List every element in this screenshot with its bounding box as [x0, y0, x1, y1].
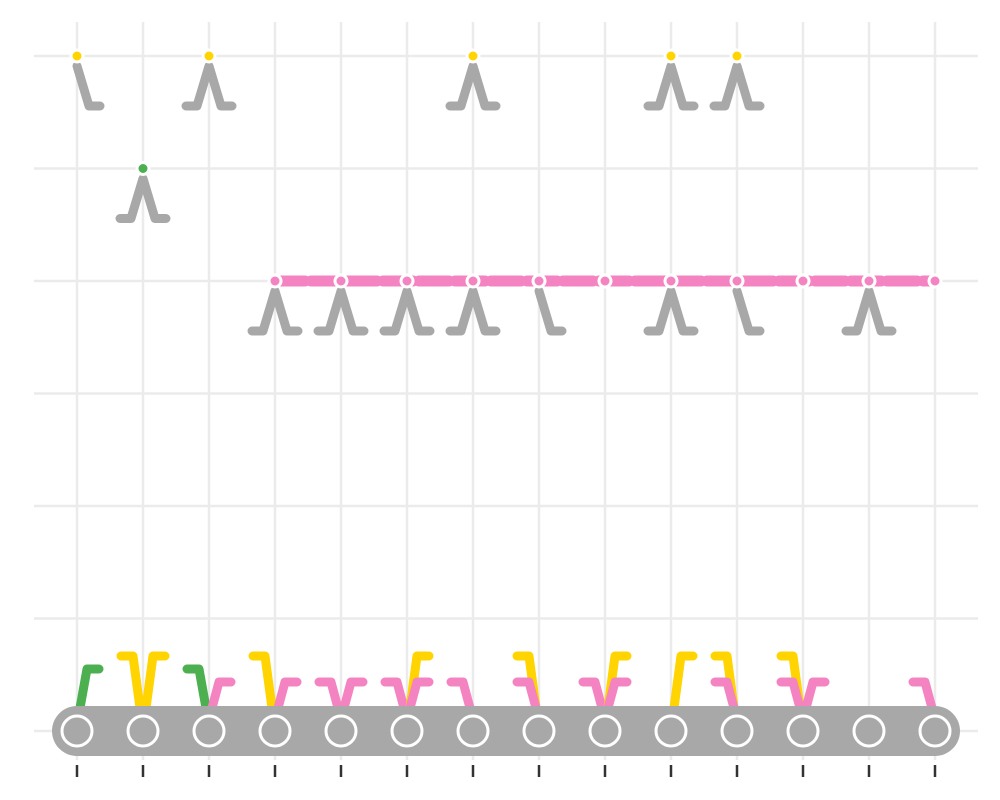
connector-pink	[405, 677, 434, 713]
node-stem	[841, 286, 897, 336]
node-stem	[115, 174, 171, 223]
track-node	[258, 714, 292, 748]
connector-pink	[380, 677, 409, 713]
bottom-connectors	[75, 651, 937, 713]
track-node	[390, 714, 424, 748]
node-dot-pink	[465, 273, 481, 289]
connector-pink	[273, 677, 302, 713]
connector-pink	[801, 677, 830, 713]
connector-yellow	[248, 651, 277, 713]
track-node	[720, 714, 754, 748]
track-node	[324, 714, 358, 748]
connector-yellow	[669, 651, 698, 713]
node-stem	[445, 286, 501, 336]
track-node	[918, 714, 952, 748]
node-stem	[181, 61, 237, 111]
track-node	[60, 714, 94, 748]
grid	[34, 22, 978, 760]
node-dot-yellow	[201, 48, 217, 64]
track-node	[654, 714, 688, 748]
node-stem	[643, 61, 699, 111]
node-stem	[643, 286, 699, 336]
node-dot-pink	[531, 273, 547, 289]
node-stem	[709, 61, 765, 111]
node-dot-yellow	[663, 48, 679, 64]
node-dot-yellow	[729, 48, 745, 64]
node-dot-pink	[333, 273, 349, 289]
connector-pink	[776, 677, 805, 713]
node-stem	[445, 61, 501, 111]
node-dot-yellow	[69, 48, 85, 64]
node-dot-green	[135, 161, 151, 176]
track-node	[126, 714, 160, 748]
node-dot-pink	[729, 273, 745, 289]
node-stem	[379, 286, 435, 336]
node-dots	[69, 48, 943, 289]
node-stem	[534, 286, 567, 336]
connector-yellow	[116, 651, 145, 713]
bottom-track	[52, 706, 960, 756]
connector-pink	[603, 677, 632, 713]
x-axis-ticks	[75, 765, 937, 777]
node-stems	[72, 61, 897, 336]
connector-pink	[314, 677, 343, 713]
track-bar	[52, 706, 960, 756]
node-dot-pink	[795, 273, 811, 289]
connector-pink	[578, 677, 607, 713]
node-stem	[72, 61, 105, 111]
track-node	[786, 714, 820, 748]
connector-green	[182, 664, 211, 713]
connector-pink	[710, 677, 739, 713]
node-dot-pink	[927, 273, 943, 289]
connector-pink	[446, 677, 475, 713]
node-stem	[247, 286, 303, 336]
node-dot-pink	[597, 273, 613, 289]
node-dot-pink	[267, 273, 283, 289]
node-stem	[732, 286, 765, 336]
node-dot-pink	[399, 273, 415, 289]
node-dot-yellow	[465, 48, 481, 64]
node-dot-pink	[861, 273, 877, 289]
connector-pink	[512, 677, 541, 713]
track-node	[852, 714, 886, 748]
connector-yellow	[141, 651, 170, 713]
track-node	[456, 714, 490, 748]
node-dot-pink	[663, 273, 679, 289]
track-node	[192, 714, 226, 748]
connector-pink	[339, 677, 368, 713]
track-node	[588, 714, 622, 748]
track-node	[522, 714, 556, 748]
connector-green	[75, 664, 104, 713]
node-stem	[313, 286, 369, 336]
connector-pink	[207, 677, 236, 713]
connector-pink	[908, 677, 937, 713]
